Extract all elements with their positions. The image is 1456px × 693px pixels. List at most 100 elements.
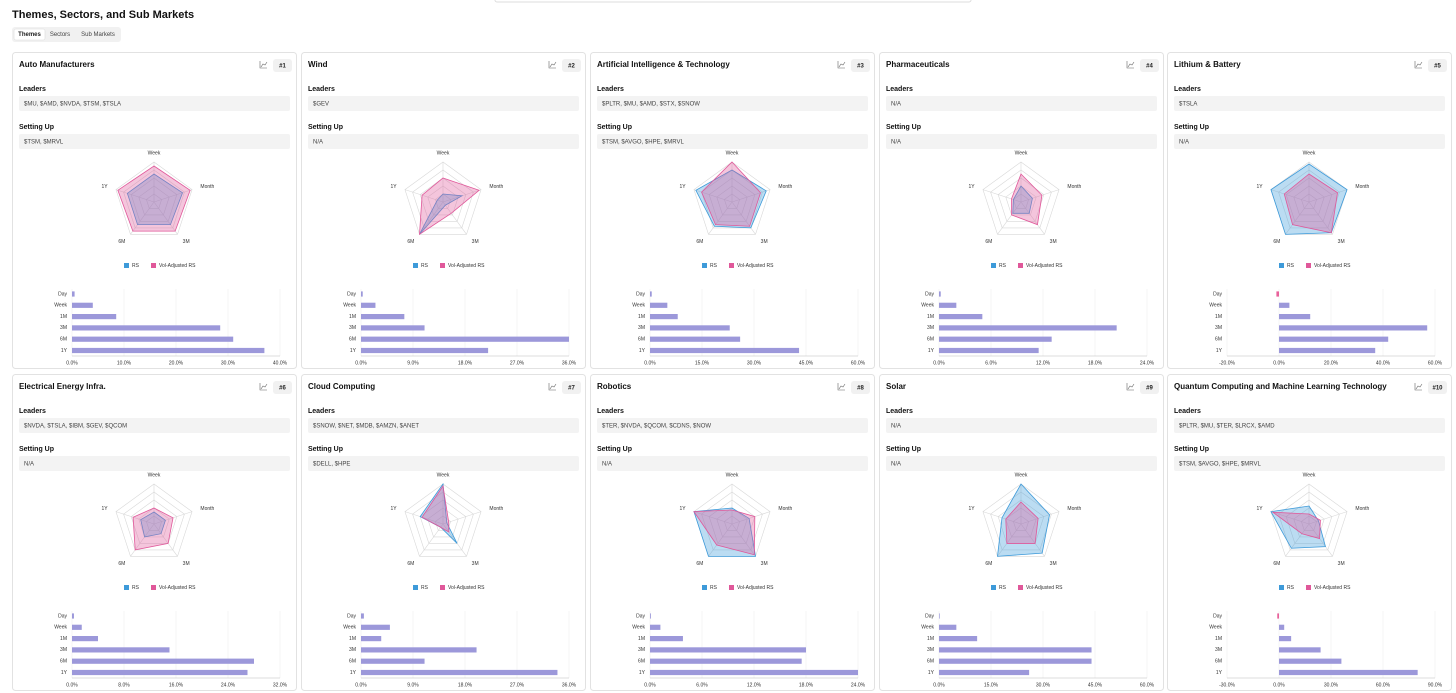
x-tick-label: 15.0% <box>695 360 710 366</box>
chart-icon[interactable] <box>548 61 557 69</box>
section-label: Leaders <box>1174 408 1201 415</box>
chart-icon[interactable] <box>1414 383 1423 391</box>
bar <box>650 291 652 297</box>
legend-label[interactable]: Vol-Adjusted RS <box>448 585 485 591</box>
legend-label[interactable]: RS <box>710 585 718 591</box>
radar-axis-label: 6M <box>118 561 125 567</box>
radar-grid <box>1293 507 1325 538</box>
chart-icon[interactable] <box>837 61 846 69</box>
legend-label[interactable]: Vol-Adjusted RS <box>1314 585 1351 591</box>
legend-swatch[interactable] <box>702 263 707 268</box>
radar-series <box>695 169 767 229</box>
bar <box>361 658 425 664</box>
legend-label[interactable]: Vol-Adjusted RS <box>1314 263 1351 269</box>
legend-swatch[interactable] <box>1306 585 1311 590</box>
legend-swatch[interactable] <box>729 263 734 268</box>
legend-label[interactable]: Vol-Adjusted RS <box>159 585 196 591</box>
setting-up: N/A <box>891 140 901 146</box>
legend-swatch[interactable] <box>440 263 445 268</box>
x-tick-label: 18.0% <box>458 360 473 366</box>
legend-label[interactable]: RS <box>710 263 718 269</box>
ticker-box <box>308 456 579 471</box>
radar-grid <box>146 515 162 531</box>
legend-label[interactable]: RS <box>132 263 140 269</box>
legend-label[interactable]: RS <box>999 585 1007 591</box>
legend-label[interactable]: Vol-Adjusted RS <box>1026 263 1063 269</box>
legend-swatch[interactable] <box>151 585 156 590</box>
radar-series <box>1283 173 1338 234</box>
legend-swatch[interactable] <box>702 585 707 590</box>
legend-swatch[interactable] <box>991 263 996 268</box>
legend-label[interactable]: Vol-Adjusted RS <box>737 585 774 591</box>
legend-swatch[interactable] <box>991 585 996 590</box>
card <box>590 374 875 691</box>
tab[interactable]: Sectors <box>50 32 70 38</box>
bar <box>72 336 234 342</box>
bar <box>1279 624 1285 630</box>
section-label: Setting Up <box>886 446 921 453</box>
ticker-box <box>597 456 868 471</box>
section-label: Leaders <box>1174 86 1201 93</box>
tab-active[interactable] <box>13 28 46 41</box>
legend-swatch[interactable] <box>440 585 445 590</box>
y-tick-label: Day <box>1213 291 1222 297</box>
chart-icon[interactable] <box>837 383 846 391</box>
page-title: Themes, Sectors, and Sub Markets <box>12 9 194 21</box>
y-tick-label: 1M <box>349 314 356 320</box>
bar <box>650 624 661 630</box>
chart-icon[interactable] <box>1414 61 1423 69</box>
legend-label[interactable]: RS <box>999 263 1007 269</box>
x-tick-label: 30.0% <box>1036 682 1051 688</box>
legend-swatch[interactable] <box>1279 585 1284 590</box>
bar <box>1279 336 1389 342</box>
section-label: Setting Up <box>597 446 632 453</box>
legend-label[interactable]: Vol-Adjusted RS <box>737 263 774 269</box>
legend-swatch[interactable] <box>413 585 418 590</box>
y-tick-label: Day <box>347 613 356 619</box>
x-tick-label: 0.0% <box>1273 682 1285 688</box>
legend-swatch[interactable] <box>1306 263 1311 268</box>
legend-label[interactable]: RS <box>132 585 140 591</box>
legend-swatch[interactable] <box>124 585 129 590</box>
y-tick-label: 3M <box>638 647 645 653</box>
y-tick-label: 3M <box>60 325 67 331</box>
chart-icon[interactable] <box>548 383 557 391</box>
bar <box>939 636 978 642</box>
legend-swatch[interactable] <box>151 263 156 268</box>
bar <box>650 314 678 320</box>
tab[interactable]: Sub Markets <box>81 32 115 38</box>
legend-swatch[interactable] <box>413 263 418 268</box>
legend-swatch[interactable] <box>124 263 129 268</box>
setting-up: N/A <box>313 140 323 146</box>
legend-label[interactable]: Vol-Adjusted RS <box>159 263 196 269</box>
radar-grid <box>693 161 771 235</box>
tab[interactable]: Themes <box>18 32 41 38</box>
legend-label[interactable]: RS <box>421 263 429 269</box>
chart-icon[interactable] <box>259 383 268 391</box>
radar-axis-label: 3M <box>183 239 190 245</box>
x-tick-label: 0.0% <box>644 360 656 366</box>
section-label: Leaders <box>308 408 335 415</box>
legend-swatch[interactable] <box>1018 585 1023 590</box>
radar-grid <box>724 193 740 209</box>
bar <box>939 669 1030 676</box>
legend-label[interactable]: Vol-Adjusted RS <box>1026 585 1063 591</box>
radar-axis-label: 3M <box>183 561 190 567</box>
legend-swatch[interactable] <box>1279 263 1284 268</box>
chart-icon[interactable] <box>1126 61 1135 69</box>
ticker-box <box>19 96 290 111</box>
leaders: $SNOW, $NET, $MDB, $AMZN, $ANET <box>313 424 419 430</box>
legend-swatch[interactable] <box>729 585 734 590</box>
rank-badge <box>851 59 870 72</box>
legend-label[interactable]: Vol-Adjusted RS <box>448 263 485 269</box>
legend-label[interactable]: RS <box>1287 585 1295 591</box>
chart-icon[interactable] <box>259 61 268 69</box>
legend-label[interactable]: RS <box>421 585 429 591</box>
legend-label[interactable]: RS <box>1287 263 1295 269</box>
ticker-box <box>308 134 579 149</box>
search-bar[interactable] <box>494 0 972 3</box>
legend-swatch[interactable] <box>1018 263 1023 268</box>
radar-grid <box>1270 483 1348 557</box>
chart-icon[interactable] <box>1126 383 1135 391</box>
radar-axis-label: Week <box>437 473 450 479</box>
